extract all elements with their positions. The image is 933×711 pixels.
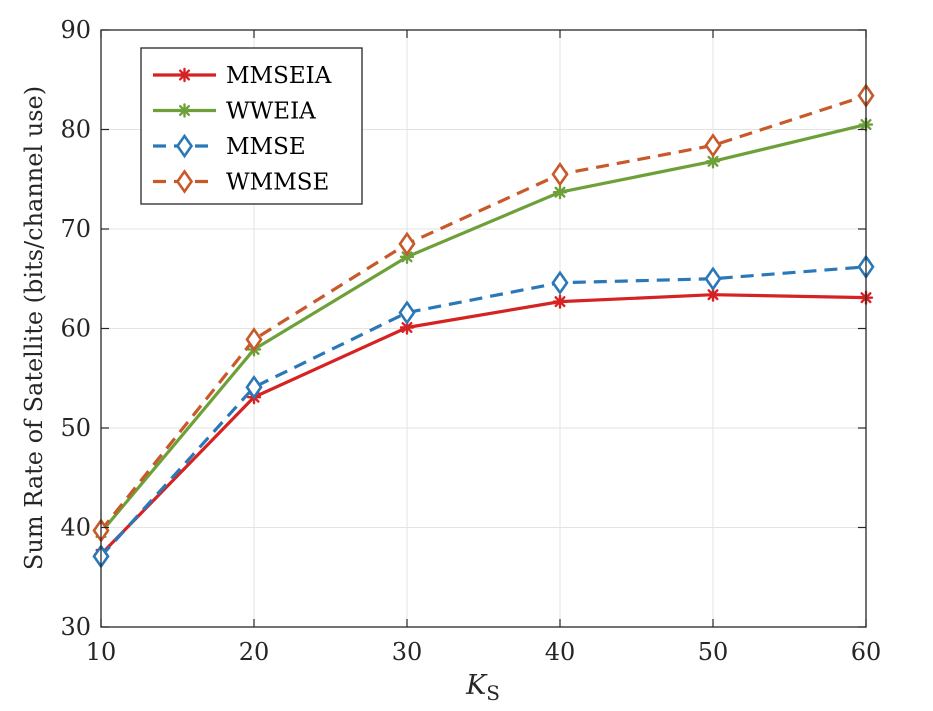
asterisk-stroke — [178, 104, 191, 117]
asterisk-stroke — [554, 296, 566, 308]
y-tick-label: 60 — [60, 315, 91, 343]
x-tick-label: 10 — [86, 638, 117, 666]
y-tick-label: 70 — [60, 215, 91, 243]
data-point-mmse — [551, 270, 569, 295]
legend-label-mmseia: MMSEIA — [226, 63, 332, 89]
data-point-mmse — [245, 374, 263, 400]
legend-label-mmse: MMSE — [226, 134, 306, 160]
series-line-wweia — [99, 122, 867, 534]
data-point-wmmse — [398, 231, 416, 257]
data-point-mmseia — [399, 320, 415, 335]
data-point-mmse — [704, 266, 722, 292]
ticks: 10 20 30 40 50 60 30 40 50 60 70 80 90 — [60, 16, 881, 666]
x-axis-title-sub: S — [486, 681, 500, 705]
data-point-mmse — [398, 300, 416, 325]
asterisk-stroke — [401, 321, 413, 334]
series-wmmse — [92, 83, 875, 543]
data-point-wweia — [552, 184, 568, 200]
series-mmse — [92, 254, 875, 569]
y-tick-label: 40 — [60, 514, 91, 542]
y-tick-label: 50 — [60, 414, 91, 442]
grid — [101, 30, 866, 627]
y-tick-label: 30 — [60, 613, 91, 641]
legend-marker-mmse — [175, 133, 194, 159]
x-tick-label: 20 — [239, 638, 270, 666]
data-point-wmmse — [704, 133, 722, 158]
data-point-wmmse — [551, 162, 569, 187]
legend-label-wmmse: WMMSE — [226, 170, 329, 196]
asterisk-stroke — [401, 251, 413, 263]
data-point-mmseia — [552, 294, 568, 309]
legend-marker-wmmse — [175, 169, 194, 194]
x-tick-label: 40 — [545, 638, 576, 666]
legend-entry-mmse: MMSE — [153, 133, 306, 160]
y-tick-label: 80 — [60, 116, 91, 144]
data-point-wmmse — [245, 327, 263, 352]
legend-label-wweia: WWEIA — [226, 99, 316, 125]
y-axis-title: Sum Rate of Satellite (bits/channel use) — [20, 86, 48, 570]
legend-marker-wweia — [177, 103, 192, 118]
series-line-wmmse — [99, 94, 867, 532]
legend-entry-mmseia: MMSEIA — [153, 63, 332, 89]
legend-entry-wweia: WWEIA — [153, 99, 316, 125]
x-axis-title: KS — [465, 670, 500, 705]
x-tick-label: 60 — [851, 638, 882, 666]
asterisk-stroke — [554, 186, 566, 198]
data-point-wweia — [399, 249, 415, 265]
asterisk-stroke — [707, 155, 719, 167]
y-tick-label: 90 — [60, 16, 91, 44]
x-axis-title-main: K — [465, 670, 488, 701]
asterisk-stroke — [707, 289, 719, 301]
legend-marker-mmseia — [177, 67, 192, 83]
legend: MMSEIA WWEIA MMSE WMMSE — [140, 47, 363, 205]
series-line-mmse — [99, 265, 867, 558]
x-tick-label: 50 — [698, 638, 729, 666]
legend-entry-wmmse: WMMSE — [153, 169, 329, 196]
series-line-mmseia — [99, 293, 867, 556]
x-tick-label: 30 — [392, 638, 423, 666]
asterisk-stroke — [178, 69, 191, 81]
